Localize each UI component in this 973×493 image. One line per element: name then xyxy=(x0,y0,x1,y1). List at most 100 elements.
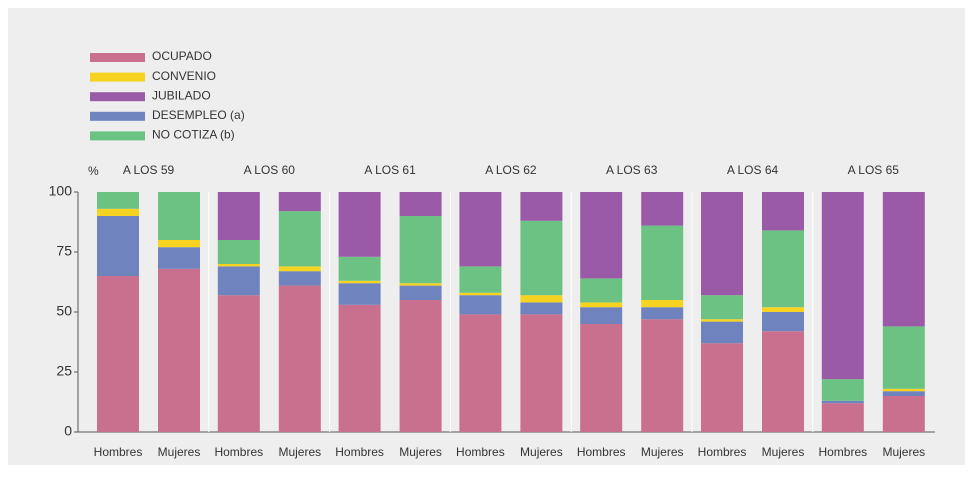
bar-segment xyxy=(701,319,743,322)
bar-segment xyxy=(762,331,804,432)
bar-segment xyxy=(399,216,442,284)
bar-segment xyxy=(641,300,684,308)
bar-segment xyxy=(399,300,442,432)
x-tick-label: Mujeres xyxy=(399,445,442,459)
x-tick-label: Mujeres xyxy=(520,445,563,459)
bar-segment xyxy=(459,192,502,267)
legend-label: OCUPADO xyxy=(152,49,212,63)
bar-segment xyxy=(701,321,743,344)
bar-segment xyxy=(882,388,925,392)
bar-segment xyxy=(701,343,743,432)
bar-segment xyxy=(882,192,925,327)
bar-segment xyxy=(701,295,743,320)
bar-segment xyxy=(821,403,864,432)
legend-label: DESEMPLEO (a) xyxy=(152,108,245,122)
bar-segment xyxy=(97,276,139,432)
legend-swatch xyxy=(90,53,145,62)
bar-segment xyxy=(278,271,321,286)
legend-swatch xyxy=(90,92,145,102)
x-tick-label: Mujeres xyxy=(278,445,321,459)
bar-segment xyxy=(97,208,139,216)
bar-segment xyxy=(158,240,200,248)
bar-segment xyxy=(217,295,260,432)
bar-segment xyxy=(882,326,925,389)
legend-swatch xyxy=(90,72,145,82)
bar-segment xyxy=(459,266,502,293)
y-unit-label: % xyxy=(88,164,99,178)
x-tick-label: Mujeres xyxy=(762,445,805,459)
bar-segment xyxy=(882,396,925,432)
bar-segment xyxy=(641,307,684,320)
group-label: A LOS 65 xyxy=(848,163,900,177)
legend-label: JUBILADO xyxy=(152,88,211,102)
x-tick-label: Hombres xyxy=(214,445,263,459)
bar-segment xyxy=(217,192,260,240)
bar-segment xyxy=(821,379,864,401)
bar-segment xyxy=(278,211,321,267)
group-label: A LOS 61 xyxy=(364,163,416,177)
bar-segment xyxy=(520,220,563,296)
bar-segment xyxy=(641,225,684,300)
bar-segment xyxy=(882,391,925,396)
bar-segment xyxy=(701,192,743,296)
bar-segment xyxy=(338,192,381,257)
legend-label: CONVENIO xyxy=(152,69,216,83)
bar-segment xyxy=(399,283,442,286)
bar-segment xyxy=(520,295,563,303)
x-tick-label: Hombres xyxy=(577,445,626,459)
bar-segment xyxy=(520,192,563,221)
bar-segment xyxy=(580,307,623,324)
bar-segment xyxy=(580,278,623,303)
y-tick-label: 25 xyxy=(56,363,72,379)
bar-segment xyxy=(217,240,260,264)
group-label: A LOS 64 xyxy=(727,163,779,177)
bar-segment xyxy=(520,314,563,432)
bar-segment xyxy=(97,192,139,209)
bar-segment xyxy=(580,302,623,308)
bar-segment xyxy=(762,192,804,231)
bar-segment xyxy=(459,295,502,315)
bar-segment xyxy=(762,312,804,332)
bar-segment xyxy=(641,192,684,226)
bar-segment xyxy=(459,292,502,296)
x-tick-label: Mujeres xyxy=(158,445,201,459)
bar-segment xyxy=(217,266,260,296)
group-label: A LOS 62 xyxy=(485,163,537,177)
bar-segment xyxy=(821,192,864,380)
y-tick-label: 0 xyxy=(64,423,72,439)
bar-segment xyxy=(278,285,321,432)
bar-segment xyxy=(399,192,442,216)
bar-segment xyxy=(158,247,200,269)
bar-segment xyxy=(580,192,623,279)
legend-label: NO COTIZA (b) xyxy=(152,128,235,142)
bar-segment xyxy=(580,324,623,432)
x-tick-label: Mujeres xyxy=(882,445,925,459)
y-tick-label: 75 xyxy=(56,243,72,259)
x-tick-label: Hombres xyxy=(818,445,867,459)
bar-segment xyxy=(821,400,864,404)
x-tick-label: Mujeres xyxy=(641,445,684,459)
y-tick-label: 100 xyxy=(49,183,73,199)
bar-segment xyxy=(338,283,381,305)
x-tick-label: Hombres xyxy=(94,445,143,459)
bar-segment xyxy=(278,266,321,272)
bar-segment xyxy=(158,192,200,240)
bar-segment xyxy=(338,256,381,281)
legend-swatch xyxy=(90,111,145,121)
bar-segment xyxy=(158,268,200,432)
bar-segment xyxy=(520,302,563,315)
bar-segment xyxy=(97,216,139,276)
bar-segment xyxy=(762,307,804,312)
bar-segment xyxy=(217,264,260,267)
bar-segment xyxy=(459,314,502,432)
bar-segment xyxy=(399,285,442,300)
x-tick-label: Hombres xyxy=(698,445,747,459)
bar-segment xyxy=(338,280,381,284)
group-label: A LOS 63 xyxy=(606,163,658,177)
bar-segment xyxy=(338,304,381,432)
bar-segment xyxy=(641,319,684,432)
y-tick-label: 50 xyxy=(56,303,72,319)
x-tick-label: Hombres xyxy=(335,445,384,459)
x-tick-label: Hombres xyxy=(456,445,505,459)
